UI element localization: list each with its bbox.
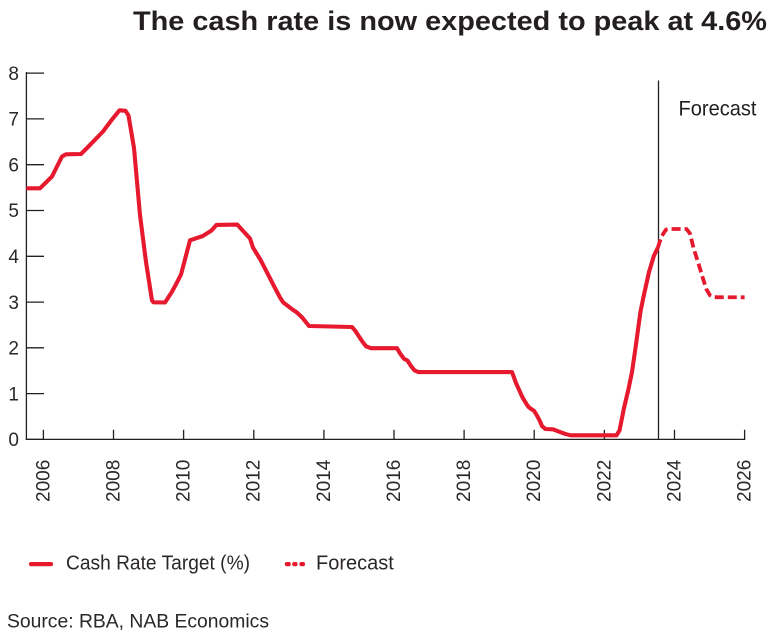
- svg-text:3: 3: [8, 293, 19, 314]
- svg-text:5: 5: [8, 201, 19, 222]
- svg-text:2018: 2018: [454, 460, 475, 502]
- svg-text:2020: 2020: [524, 460, 545, 502]
- svg-text:8: 8: [8, 64, 19, 85]
- svg-text:7: 7: [8, 110, 19, 131]
- svg-text:1: 1: [8, 384, 19, 405]
- svg-text:2026: 2026: [735, 460, 756, 502]
- svg-text:4: 4: [8, 247, 19, 268]
- svg-text:2016: 2016: [384, 460, 405, 502]
- svg-text:2014: 2014: [314, 459, 335, 502]
- svg-text:2024: 2024: [664, 459, 685, 502]
- svg-text:0: 0: [8, 430, 19, 451]
- svg-text:Source: RBA, NAB Economics: Source: RBA, NAB Economics: [7, 611, 269, 633]
- svg-text:6: 6: [8, 155, 19, 176]
- svg-text:2: 2: [8, 339, 19, 360]
- svg-text:2012: 2012: [244, 460, 265, 502]
- svg-text:2008: 2008: [103, 460, 124, 502]
- svg-text:Forecast: Forecast: [679, 97, 757, 120]
- svg-text:Cash Rate Target (%): Cash Rate Target (%): [66, 553, 250, 575]
- svg-text:The cash rate is now expected: The cash rate is now expected to peak at…: [133, 6, 767, 36]
- svg-text:2006: 2006: [33, 460, 54, 502]
- svg-text:Forecast: Forecast: [316, 553, 394, 575]
- svg-text:2010: 2010: [174, 460, 195, 502]
- svg-text:2022: 2022: [594, 460, 615, 502]
